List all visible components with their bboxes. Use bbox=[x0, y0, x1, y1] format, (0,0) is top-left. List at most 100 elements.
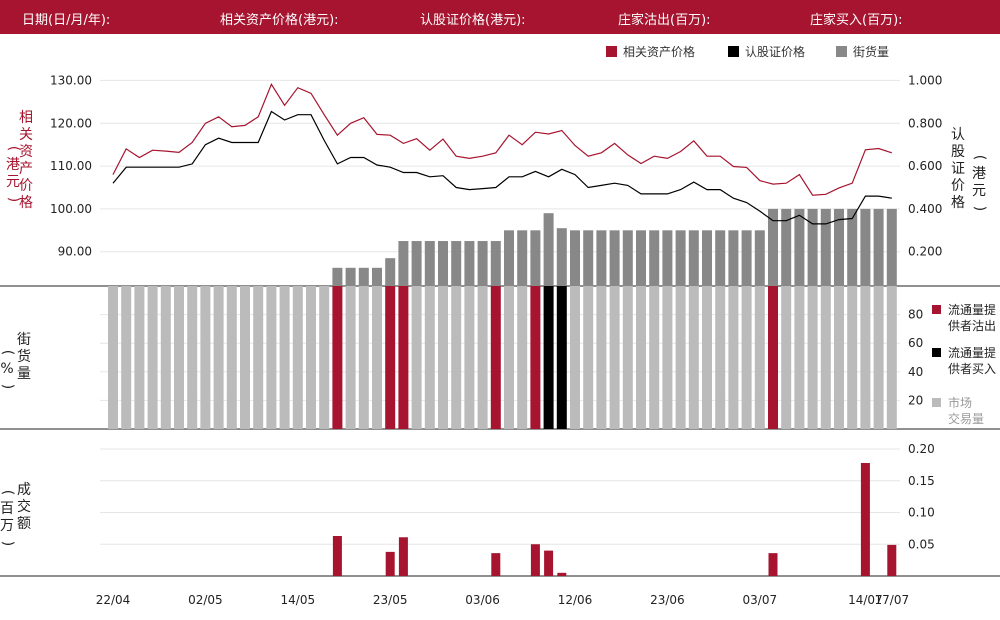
volume-bar bbox=[820, 286, 831, 429]
axis-unit-char: ) bbox=[0, 540, 16, 547]
outstanding-bar bbox=[675, 230, 686, 286]
volume-bar bbox=[847, 286, 858, 429]
left-tick-label: 120.00 bbox=[50, 116, 92, 130]
left-tick-label: 100.00 bbox=[50, 202, 92, 216]
axis-unit-char: 万 bbox=[0, 518, 14, 534]
axis-title-char: 价 bbox=[951, 178, 965, 194]
volume-bar bbox=[385, 286, 396, 429]
volume-bar bbox=[464, 286, 475, 429]
axis-title-char: 格 bbox=[951, 195, 965, 211]
right-tick-label: 1.000 bbox=[908, 73, 942, 87]
volume-bar bbox=[174, 286, 184, 429]
legend-label: 认股证价格 bbox=[745, 44, 805, 59]
volume-bar bbox=[424, 286, 435, 429]
outstanding-bar bbox=[583, 230, 594, 286]
volume-bar bbox=[636, 286, 646, 429]
turnover-bar bbox=[887, 544, 897, 576]
turnover-bar bbox=[491, 553, 501, 576]
middle-tick-label: 60 bbox=[908, 336, 923, 350]
axis-title-char: 产 bbox=[19, 161, 33, 177]
volume-bar bbox=[319, 286, 330, 429]
axis-title-char: 街 bbox=[17, 332, 31, 348]
outstanding-bar bbox=[754, 230, 765, 286]
bottom-tick-label: 0.20 bbox=[908, 442, 935, 456]
axis-unit-char: ) bbox=[971, 205, 988, 212]
x-tick-label: 23/05 bbox=[373, 593, 408, 607]
outstanding-bar bbox=[873, 208, 884, 286]
axis-title-char: 资 bbox=[19, 144, 33, 160]
legend-swatch bbox=[932, 305, 941, 314]
axis-unit-char: 港 bbox=[972, 166, 986, 182]
turnover-bar bbox=[860, 462, 870, 576]
x-tick-label: 22/04 bbox=[96, 593, 131, 607]
volume-bar bbox=[662, 286, 673, 429]
middle-tick-label: 80 bbox=[908, 308, 923, 322]
volume-bar bbox=[200, 286, 211, 429]
volume-bar bbox=[490, 286, 501, 429]
outstanding-bar bbox=[688, 230, 699, 286]
bottom-tick-label: 0.15 bbox=[908, 474, 935, 488]
warrant-chart: 130.00 120.00 110.00 100.00 90.00 1.000 0.800 0… bbox=[0, 44, 1000, 607]
legend-label: 街货量 bbox=[853, 44, 889, 59]
volume-bar bbox=[530, 286, 541, 429]
right-tick-label: 0.400 bbox=[908, 202, 942, 216]
volume-bar bbox=[609, 286, 620, 429]
turnover-bar bbox=[544, 550, 554, 576]
volume-bar bbox=[543, 286, 554, 429]
volume-bar bbox=[253, 286, 264, 429]
volume-bar bbox=[754, 286, 765, 429]
header-issuer-sell-label: 庄家沽出(百万): bbox=[618, 13, 711, 28]
legend-label: 市场 bbox=[948, 395, 972, 410]
volume-bar bbox=[213, 286, 224, 429]
axis-title-char: 额 bbox=[17, 516, 31, 532]
bottom-tick-label: 0.05 bbox=[908, 537, 935, 551]
axis-unit-char: % bbox=[0, 361, 14, 377]
warrant-price-line bbox=[112, 110, 892, 225]
outstanding-bar bbox=[860, 208, 871, 286]
volume-bar bbox=[781, 286, 792, 429]
volume-bar bbox=[226, 286, 237, 429]
outstanding-bar bbox=[847, 208, 858, 286]
outstanding-bar bbox=[715, 230, 726, 286]
x-tick-label: 14/05 bbox=[281, 593, 316, 607]
outstanding-bar bbox=[411, 241, 422, 286]
left-tick-label: 130.00 bbox=[50, 73, 92, 87]
axis-title-char: 关 bbox=[19, 127, 33, 143]
volume-bar bbox=[596, 286, 607, 429]
right-tick-label: 0.600 bbox=[908, 159, 942, 173]
axis-title-char: 相 bbox=[19, 110, 33, 126]
outstanding-bar bbox=[741, 230, 752, 286]
right-tick-label: 0.800 bbox=[908, 116, 942, 130]
outstanding-bar bbox=[596, 230, 607, 286]
volume-bar bbox=[807, 286, 818, 429]
volume-bar bbox=[279, 286, 290, 429]
outstanding-bar bbox=[385, 258, 396, 286]
x-tick-label: 12/06 bbox=[558, 593, 593, 607]
volume-bar bbox=[886, 286, 897, 429]
axis-title-char: 交 bbox=[17, 499, 31, 515]
axis-unit-char: 元 bbox=[6, 174, 20, 190]
turnover-bar bbox=[768, 553, 778, 576]
volume-bar bbox=[570, 286, 580, 429]
outstanding-bar bbox=[609, 230, 620, 286]
legend-label: 交易量 bbox=[948, 411, 984, 426]
axis-title-char: 成 bbox=[17, 482, 31, 498]
volume-bar bbox=[240, 286, 250, 429]
outstanding-bar bbox=[794, 208, 805, 286]
middle-tick-label: 40 bbox=[908, 365, 923, 379]
volume-bar bbox=[649, 286, 660, 429]
volume-bar bbox=[517, 286, 528, 429]
outstanding-bar bbox=[345, 267, 356, 286]
outstanding-bar bbox=[398, 241, 409, 286]
axis-title-char: 股 bbox=[951, 144, 965, 160]
header-underlying-price-label: 相关资产价格(港元): bbox=[220, 13, 339, 28]
volume-bar bbox=[121, 286, 132, 429]
outstanding-bar bbox=[570, 230, 580, 286]
outstanding-bar bbox=[451, 241, 462, 286]
outstanding-bar bbox=[781, 208, 792, 286]
legend-label: 相关资产价格 bbox=[623, 44, 695, 59]
right-tick-label: 0.200 bbox=[908, 245, 942, 259]
outstanding-bar bbox=[372, 267, 382, 286]
outstanding-bar bbox=[490, 241, 501, 286]
volume-bar bbox=[147, 286, 158, 429]
